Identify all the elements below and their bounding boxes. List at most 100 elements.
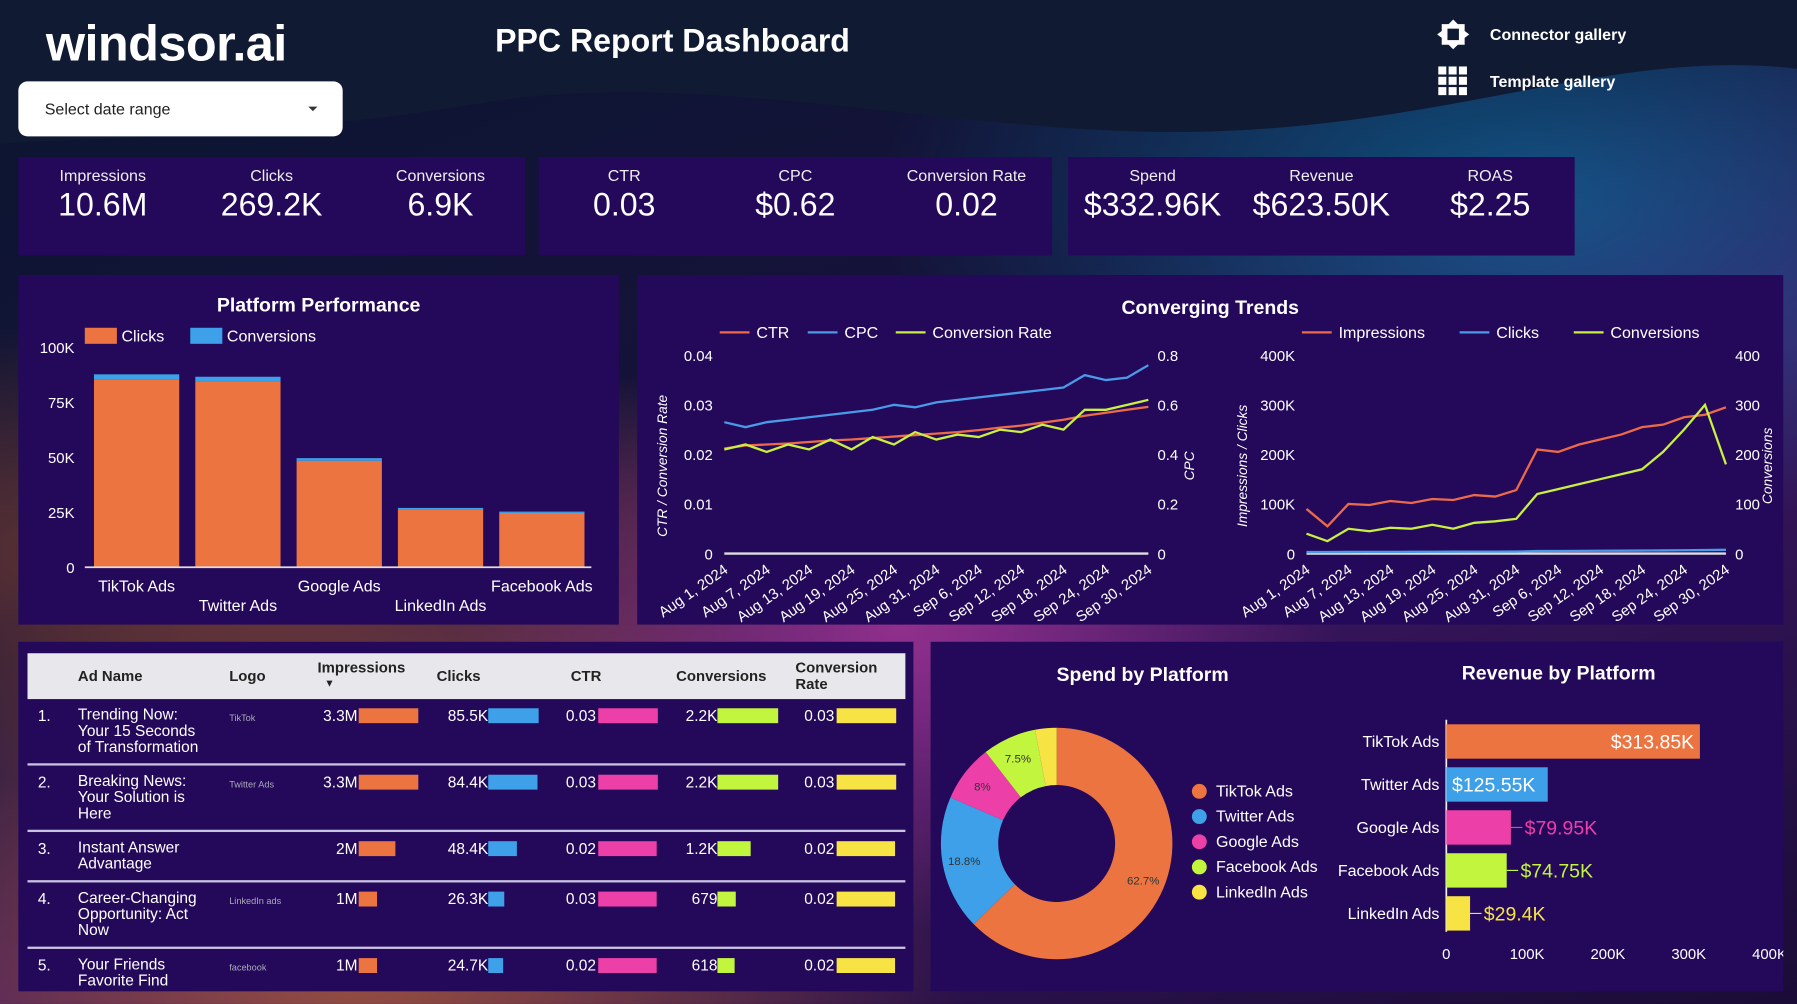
page-title: PPC Report Dashboard (495, 22, 850, 59)
connector-gallery-label: Connector gallery (1489, 25, 1627, 44)
windsor-logo[interactable]: windsor.ai (45, 16, 287, 73)
conversions-value: 679 (691, 890, 718, 908)
revenue-bar (1446, 724, 1700, 759)
x-tick-label: 400K (1752, 947, 1783, 963)
donut-slice (950, 752, 1021, 821)
row-rank: 1. (37, 707, 51, 725)
y-tick-label: 0 (66, 561, 74, 577)
conversion-rate-value: 0.02 (804, 956, 835, 975)
ctr-value: 0.03 (565, 707, 596, 725)
bar-conversions (397, 507, 484, 510)
conversions-bar (717, 708, 779, 724)
clicks-bar (488, 841, 517, 857)
table-row[interactable]: 1. Trending Now: Your 15 Seconds of Tran… (27, 699, 906, 766)
col-conversion-rate[interactable]: Conversion Rate (795, 658, 878, 693)
table-row[interactable]: 2. Breaking News: Your Solution is Here … (27, 766, 906, 833)
chart-title: Revenue by Platform (1461, 662, 1656, 685)
slice-label: 8% (974, 781, 991, 793)
spend-donut-chart: 62.7% 18.8% 8% 7.5% (940, 727, 1173, 960)
legend-item[interactable]: TikTok Ads (1191, 782, 1318, 800)
kpi-label: Conversions (395, 166, 486, 185)
slice-label: 18.8% (948, 856, 980, 868)
clicks-value: 26.3K (447, 890, 489, 908)
clicks-bar (488, 958, 503, 973)
date-range-select[interactable]: Select date range (18, 81, 343, 137)
x-tick-label: Facebook Ads (491, 577, 593, 595)
kpi-group-rates: CTR 0.03 CPC $0.62 Conversion Rate 0.02 (538, 157, 1053, 256)
ad-name: Career-Changing Opportunity: Act Now (77, 889, 197, 939)
ctr-bar (598, 841, 657, 857)
col-ctr[interactable]: CTR (570, 667, 602, 685)
platform-logo: Twitter Ads (229, 779, 275, 790)
legend-label: Conversions (1610, 324, 1699, 342)
table-row[interactable]: 5. Your Friends Favorite Find facebook 1… (28, 949, 906, 991)
series-line-conversion-rate (724, 398, 1149, 454)
x-tick-label: Twitter Ads (199, 597, 277, 615)
impressions-bar (358, 958, 377, 973)
table-row[interactable]: 3. Instant Answer Advantage 2M 48.4K 0.0… (27, 832, 906, 883)
sort-desc-icon[interactable]: ▼ (324, 677, 335, 689)
y-tick-label: TikTok Ads (1363, 733, 1440, 751)
connector-gallery-link[interactable]: Connector gallery (1435, 16, 1626, 53)
kpi-impressions: Impressions 10.6M (18, 157, 187, 256)
spend-legend: TikTok Ads Twitter Ads Google Ads Facebook … (1191, 782, 1318, 901)
platform-performance-panel: Platform Performance 0 25K 50K 75K 100K Click… (18, 275, 619, 625)
y-tick-label: 400K (1260, 349, 1295, 365)
legend-item[interactable]: Twitter Ads (1191, 806, 1318, 826)
ad-name: Breaking News: Your Solution is Here (77, 772, 187, 822)
clicks-value: 85.5K (447, 707, 489, 725)
kpi-label: Spend (1129, 166, 1176, 185)
y2-tick-label: 300 (1735, 399, 1760, 415)
legend-label: Impressions (1339, 324, 1425, 342)
y-tick-label: 0.04 (684, 349, 713, 365)
kpi-value: 0.03 (592, 186, 656, 223)
impressions-value: 1M (336, 890, 358, 908)
impressions-bar (358, 841, 395, 857)
header-wave (0, 0, 1797, 144)
y-tick-label: 50K (48, 451, 75, 467)
y-tick-label: 0 (1287, 547, 1295, 563)
kpi-label: Clicks (250, 166, 293, 185)
legend-dot (1191, 884, 1207, 900)
table-header: Ad Name Logo Impressions ▼ Clicks CTR Co… (27, 653, 906, 700)
y2-tick-label: 400 (1735, 349, 1760, 365)
template-gallery-link[interactable]: Template gallery (1435, 63, 1615, 100)
revenue-bar (1446, 896, 1471, 931)
conversion-rate-value: 0.02 (804, 840, 835, 858)
legend-label: Clicks (121, 328, 164, 346)
legend-label: Conversion Rate (932, 324, 1051, 342)
conversion-rate-value: 0.03 (804, 773, 835, 791)
bar-clicks (93, 379, 180, 568)
y-axis-title: CTR / Conversion Rate (655, 394, 670, 536)
series-line-conversions (1306, 402, 1728, 543)
bar-conversions (93, 374, 180, 380)
revenue-bar (1446, 810, 1511, 845)
col-impressions[interactable]: Impressions (317, 658, 406, 677)
clicks-value: 84.4K (447, 773, 489, 791)
grid-icon (1435, 63, 1472, 100)
legend-item[interactable]: Facebook Ads (1191, 857, 1318, 876)
y-tick-label: 0.03 (684, 399, 713, 415)
table-row[interactable]: 4. Career-Changing Opportunity: Act Now … (27, 882, 906, 949)
impressions-value: 3.3M (323, 773, 358, 791)
legend-item[interactable]: LinkedIn Ads (1191, 882, 1318, 901)
rates-trend-chart: 0 0.01 0.02 0.03 0.04 0 0.2 0.4 0.6 0.8 CTR / Conv… (655, 324, 1197, 625)
row-rank: 5. (37, 956, 51, 975)
col-logo[interactable]: Logo (229, 667, 266, 685)
y-tick-label: 0 (705, 547, 713, 563)
bar-conversions (499, 511, 585, 513)
revenue-bar-chart: 0 100K 200K 300K 400K TikTok Ads $313.85K Twitt… (1338, 719, 1783, 963)
bar-value-label: $74.75K (1520, 860, 1593, 882)
y-axis-title: Impressions / Clicks (1235, 405, 1250, 527)
y-tick-label: 25K (48, 506, 75, 522)
bar-clicks (195, 381, 281, 568)
col-clicks[interactable]: Clicks (436, 667, 481, 685)
legend-label: Twitter Ads (1215, 806, 1295, 826)
impressions-value: 2M (336, 840, 358, 858)
y-tick-label: 0.02 (684, 448, 713, 464)
series-line-ctr (724, 405, 1149, 450)
legend-item[interactable]: Google Ads (1191, 832, 1318, 850)
col-ad-name[interactable]: Ad Name (77, 667, 143, 685)
row-rank: 4. (37, 890, 51, 908)
col-conversions[interactable]: Conversions (676, 667, 767, 685)
